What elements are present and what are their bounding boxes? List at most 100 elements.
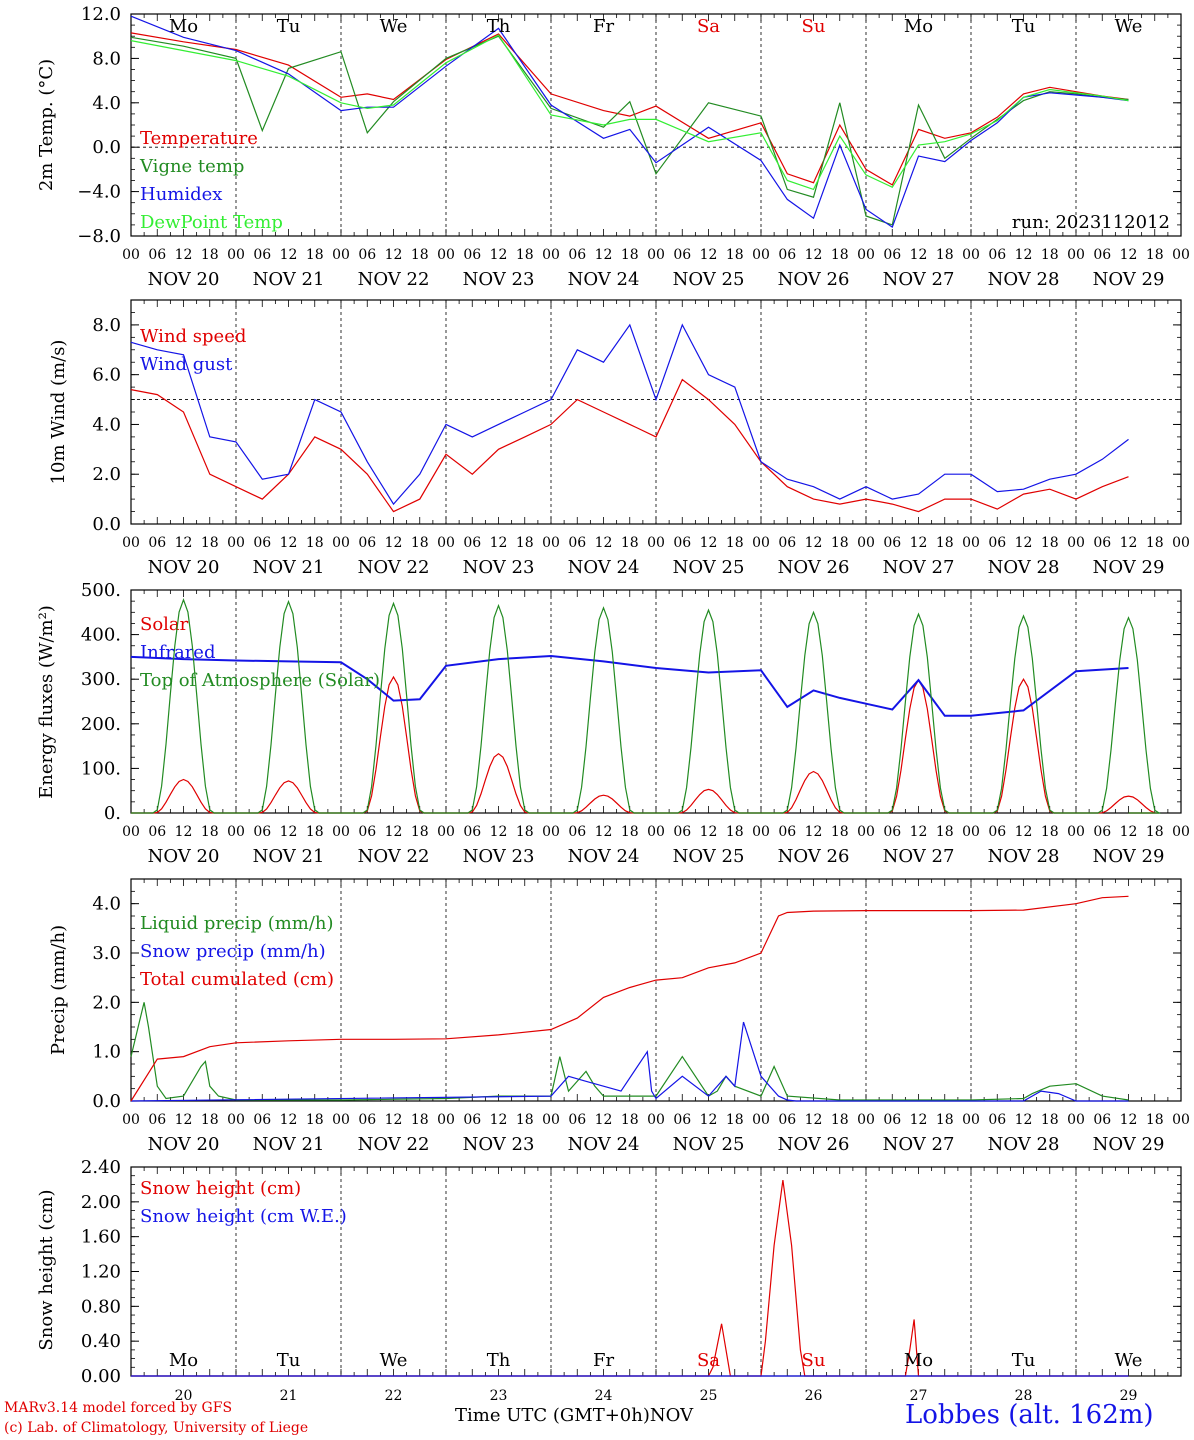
hour-tick-label: 00 xyxy=(1067,824,1085,840)
y-tick-label: 12.0 xyxy=(81,4,121,25)
legend-entry: Solar xyxy=(140,614,189,635)
hour-tick-label: 18 xyxy=(621,824,639,840)
date-label: NOV 26 xyxy=(778,269,850,290)
hour-tick-label: 00 xyxy=(1172,247,1190,263)
hour-tick-label: 12 xyxy=(280,824,298,840)
hour-tick-label: 06 xyxy=(673,247,691,263)
hour-tick-label: 12 xyxy=(1015,824,1033,840)
hour-tick-label: 00 xyxy=(1172,824,1190,840)
y-tick-label: 0.40 xyxy=(81,1331,121,1352)
hour-tick-label: 06 xyxy=(568,824,586,840)
plot-frame xyxy=(130,299,1182,525)
hour-tick-label: 18 xyxy=(1041,824,1059,840)
day-number-label: 21 xyxy=(280,1388,298,1404)
y-axis-label: Energy fluxes (W/m²) xyxy=(36,605,57,799)
hour-tick-label: 00 xyxy=(227,1112,245,1128)
hour-tick-label: 18 xyxy=(621,1112,639,1128)
date-label: NOV 22 xyxy=(358,846,430,867)
hour-tick-label: 06 xyxy=(778,1112,796,1128)
hour-tick-label: 12 xyxy=(1120,535,1138,551)
hour-tick-label: 12 xyxy=(280,535,298,551)
date-label: NOV 29 xyxy=(1093,1134,1165,1155)
date-label: NOV 26 xyxy=(778,846,850,867)
hour-tick-label: 18 xyxy=(411,824,429,840)
day-name: Tu xyxy=(277,16,301,37)
hour-tick-label: 18 xyxy=(1041,535,1059,551)
hour-tick-label: 06 xyxy=(148,824,166,840)
hour-tick-label: 12 xyxy=(1015,1112,1033,1128)
date-label: NOV 23 xyxy=(463,846,535,867)
hour-tick-label: 06 xyxy=(463,535,481,551)
hour-tick-label: 00 xyxy=(857,824,875,840)
hour-tick-label: 12 xyxy=(490,247,508,263)
hour-tick-label: 00 xyxy=(122,1112,140,1128)
hour-tick-label: 12 xyxy=(805,247,823,263)
date-label: NOV 21 xyxy=(253,269,325,290)
station-label: Lobbes (alt. 162m) xyxy=(905,1400,1154,1430)
day-name: Mo xyxy=(169,16,198,37)
date-label: NOV 20 xyxy=(148,846,220,867)
date-label: NOV 29 xyxy=(1093,269,1165,290)
hour-tick-label: 06 xyxy=(148,247,166,263)
hour-tick-label: 18 xyxy=(1041,247,1059,263)
hour-tick-label: 12 xyxy=(805,535,823,551)
legend-entry: Wind speed xyxy=(140,326,246,347)
hour-tick-label: 00 xyxy=(122,824,140,840)
y-axis-label: Precip (mm/h) xyxy=(48,925,69,1055)
hour-tick-label: 00 xyxy=(227,247,245,263)
y-tick-label: −8.0 xyxy=(77,226,121,247)
hour-tick-label: 06 xyxy=(988,535,1006,551)
legend-entry: Top of Atmosphere (Solar) xyxy=(140,670,380,691)
day-number-label: 23 xyxy=(490,1388,508,1404)
y-tick-label: 0.80 xyxy=(81,1296,121,1317)
hour-tick-label: 06 xyxy=(988,824,1006,840)
legend-entry: Snow height (cm W.E.) xyxy=(140,1206,347,1227)
series-line-temperature xyxy=(130,32,1129,186)
hour-tick-label: 12 xyxy=(175,535,193,551)
date-label: NOV 29 xyxy=(1093,557,1165,578)
hour-tick-label: 00 xyxy=(437,535,455,551)
hour-tick-label: 00 xyxy=(647,247,665,263)
model-credit: MARv3.14 model forced by GFS xyxy=(4,1400,233,1416)
date-label: NOV 22 xyxy=(358,269,430,290)
hour-tick-label: 12 xyxy=(910,824,928,840)
y-axis-label: 2m Temp. (°C) xyxy=(36,59,57,191)
y-tick-label: 3.0 xyxy=(92,943,121,964)
day-name: We xyxy=(1115,1350,1143,1371)
hour-tick-label: 00 xyxy=(752,535,770,551)
hour-tick-label: 06 xyxy=(673,535,691,551)
date-label: NOV 25 xyxy=(673,1134,745,1155)
day-name: We xyxy=(380,16,408,37)
hour-tick-label: 00 xyxy=(752,1112,770,1128)
hour-tick-label: 06 xyxy=(568,247,586,263)
hour-tick-label: 00 xyxy=(962,824,980,840)
hour-tick-label: 06 xyxy=(883,247,901,263)
y-tick-label: 0. xyxy=(104,803,121,824)
series-line-snow-height-cm- xyxy=(131,1180,1129,1377)
day-name: Mo xyxy=(904,16,933,37)
hour-tick-label: 12 xyxy=(595,247,613,263)
hour-tick-label: 12 xyxy=(700,247,718,263)
hour-tick-label: 06 xyxy=(148,1112,166,1128)
day-name: Sa xyxy=(697,1350,720,1371)
y-tick-label: 1.0 xyxy=(92,1042,121,1063)
day-name: Fr xyxy=(593,1350,614,1371)
hour-tick-label: 18 xyxy=(621,247,639,263)
hour-tick-label: 06 xyxy=(883,824,901,840)
hour-tick-label: 06 xyxy=(253,1112,271,1128)
hour-tick-label: 18 xyxy=(516,247,534,263)
hour-tick-label: 00 xyxy=(542,824,560,840)
hour-tick-label: 00 xyxy=(647,1112,665,1128)
hour-tick-label: 12 xyxy=(910,1112,928,1128)
series-line-snow-precip-mm-h- xyxy=(130,1021,1129,1102)
date-label: NOV 25 xyxy=(673,269,745,290)
hour-tick-label: 00 xyxy=(332,824,350,840)
series-line-liquid-precip-mm-h- xyxy=(130,1002,1129,1101)
day-number-label: 22 xyxy=(385,1388,403,1404)
hour-tick-label: 00 xyxy=(437,824,455,840)
hour-tick-label: 00 xyxy=(857,247,875,263)
hour-tick-label: 06 xyxy=(883,1112,901,1128)
day-number-label: 25 xyxy=(700,1388,718,1404)
y-tick-label: 300. xyxy=(81,669,121,690)
hour-tick-label: 00 xyxy=(542,1112,560,1128)
